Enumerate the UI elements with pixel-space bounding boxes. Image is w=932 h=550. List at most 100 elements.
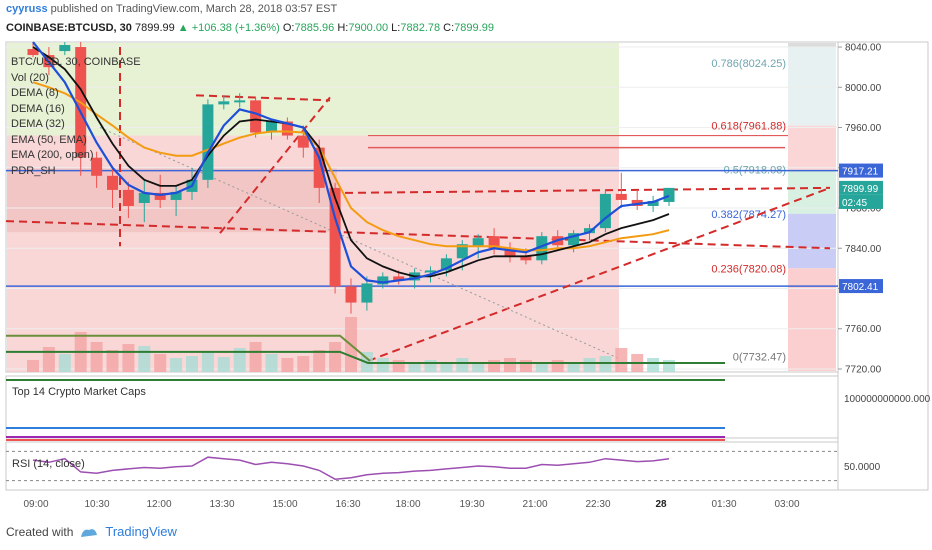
green-zone	[7, 43, 619, 136]
volume-bar	[27, 360, 39, 372]
fib-level-label: 0.786(8024.25)	[711, 58, 786, 70]
legend-ema-200[interactable]: EMA (200, open)	[11, 149, 94, 161]
last-price: 7899.99	[134, 22, 175, 34]
symbol-name: COINBASE:BTCUSD, 30	[6, 22, 132, 34]
volume-bar	[424, 360, 437, 372]
legend-dema-16[interactable]: DEMA (16)	[11, 102, 65, 115]
x-tick-label: 22:30	[585, 499, 610, 510]
price-label-text: 7802.41	[842, 282, 879, 293]
volume-bar	[488, 360, 501, 372]
author-name[interactable]: cyyruss	[6, 3, 48, 15]
candle-body	[122, 189, 134, 206]
candle-body	[234, 100, 246, 103]
y-tick-label: 8040.00	[845, 43, 882, 54]
caps-panel-title[interactable]: Top 14 Crypto Market Caps	[12, 386, 146, 398]
legend-pdr-sh[interactable]: PDR_SH	[11, 164, 56, 177]
candle-body	[456, 244, 468, 259]
candle-body	[345, 286, 357, 303]
candle-body	[170, 191, 182, 200]
x-tick-label: 28	[655, 499, 667, 510]
proj-zone-5	[788, 268, 836, 371]
volume-bar	[186, 356, 198, 372]
y-tick-label: 7840.00	[845, 244, 882, 255]
volume-bar	[376, 358, 389, 372]
price-label-box	[839, 163, 883, 178]
volume-bar	[201, 352, 214, 372]
trendline-upper	[344, 186, 831, 194]
high-value: 7900.00	[348, 22, 389, 34]
volume-bar	[42, 347, 55, 372]
rsi-level-label: 50.0000	[844, 462, 881, 473]
legend-dema-8[interactable]: DEMA (8)	[11, 87, 59, 99]
high-label: H:	[337, 22, 349, 34]
candle-body	[377, 276, 389, 285]
volume-bar	[535, 362, 548, 372]
legend-symbol[interactable]: BTC/USD, 30, COINBASE	[11, 56, 141, 68]
legend-volume[interactable]: Vol (20)	[11, 71, 49, 84]
volume-bar	[456, 358, 469, 372]
volume-bar	[392, 360, 405, 372]
x-tick-label: 19:30	[459, 499, 484, 510]
candle-body	[250, 100, 262, 133]
tradingview-brand-link[interactable]: TradingView	[105, 524, 177, 539]
price-label-box	[839, 194, 883, 209]
candle-body	[599, 193, 611, 229]
close-value: 7899.99	[454, 22, 494, 34]
candle-body	[568, 233, 580, 246]
volume-bar	[281, 358, 294, 372]
tradingview-logo-icon	[81, 528, 98, 537]
legend-dema-32[interactable]: DEMA (32)	[11, 118, 65, 130]
volume-bar	[265, 354, 278, 372]
candle-body	[202, 104, 214, 180]
volume-bar	[647, 358, 660, 372]
x-tick-label: 15:00	[272, 499, 297, 510]
publish-info: cyyruss published on TradingView.com, Ma…	[6, 3, 337, 15]
volume-bar	[106, 350, 119, 372]
candle-body	[297, 135, 309, 148]
x-tick-label: 21:00	[522, 499, 547, 510]
candle-body	[218, 101, 230, 105]
open-label: O:	[282, 22, 295, 34]
rsi-panel-title[interactable]: RSI (14, close)	[12, 458, 85, 470]
volume-bar	[551, 360, 564, 372]
trendline-mid	[5, 220, 831, 250]
trendline-flag	[219, 96, 331, 234]
volume-bar	[249, 342, 262, 372]
fib-level-label: 0.382(7874.27)	[711, 209, 786, 221]
volume-bar	[408, 362, 421, 372]
price-change: ▲ +106.38 (+1.36%)	[177, 22, 280, 34]
created-with-text: Created with	[6, 524, 74, 539]
open-value: 7885.96	[294, 22, 335, 34]
chart-canvas[interactable]: 8040.008000.007960.007920.007880.007840.…	[0, 0, 932, 520]
dema-8-line	[32, 41, 670, 284]
volume-bar	[170, 358, 183, 372]
candle-body	[615, 193, 627, 200]
volume-bar	[233, 348, 246, 372]
candle-body	[361, 283, 373, 303]
candle-body	[425, 270, 436, 273]
proj-zone-top	[788, 43, 836, 49]
trendline-rising	[367, 186, 831, 362]
candle-body	[584, 228, 595, 234]
candle-body	[488, 236, 500, 249]
price-axis	[837, 41, 929, 491]
fib-level-label: 0.236(7820.08)	[711, 263, 786, 275]
y-tick-label: 7960.00	[845, 123, 882, 134]
volume-bar	[138, 346, 151, 372]
indicator-legend: BTC/USD, 30, COINBASE Vol (20) DEMA (8) …	[11, 55, 141, 179]
green-line	[6, 350, 725, 364]
volume-bar	[583, 358, 596, 372]
publish-text: published on TradingView.com, March 28, …	[50, 3, 338, 15]
proj-zone-3	[788, 170, 836, 214]
price-label-box	[839, 180, 883, 195]
candle-body	[138, 192, 150, 203]
candle-body	[520, 256, 532, 261]
y-tick-label: 7760.00	[845, 324, 882, 335]
y-tick-label: 8000.00	[845, 83, 882, 94]
candle-body	[393, 276, 405, 281]
x-tick-label: 12:00	[146, 499, 171, 510]
y-tick-label: 7880.00	[845, 204, 882, 215]
legend-ema-50[interactable]: EMA (50, EMA)	[11, 133, 87, 146]
footer: Created with TradingView	[6, 524, 177, 539]
fib-level-label: 0.618(7961.88)	[711, 121, 786, 133]
